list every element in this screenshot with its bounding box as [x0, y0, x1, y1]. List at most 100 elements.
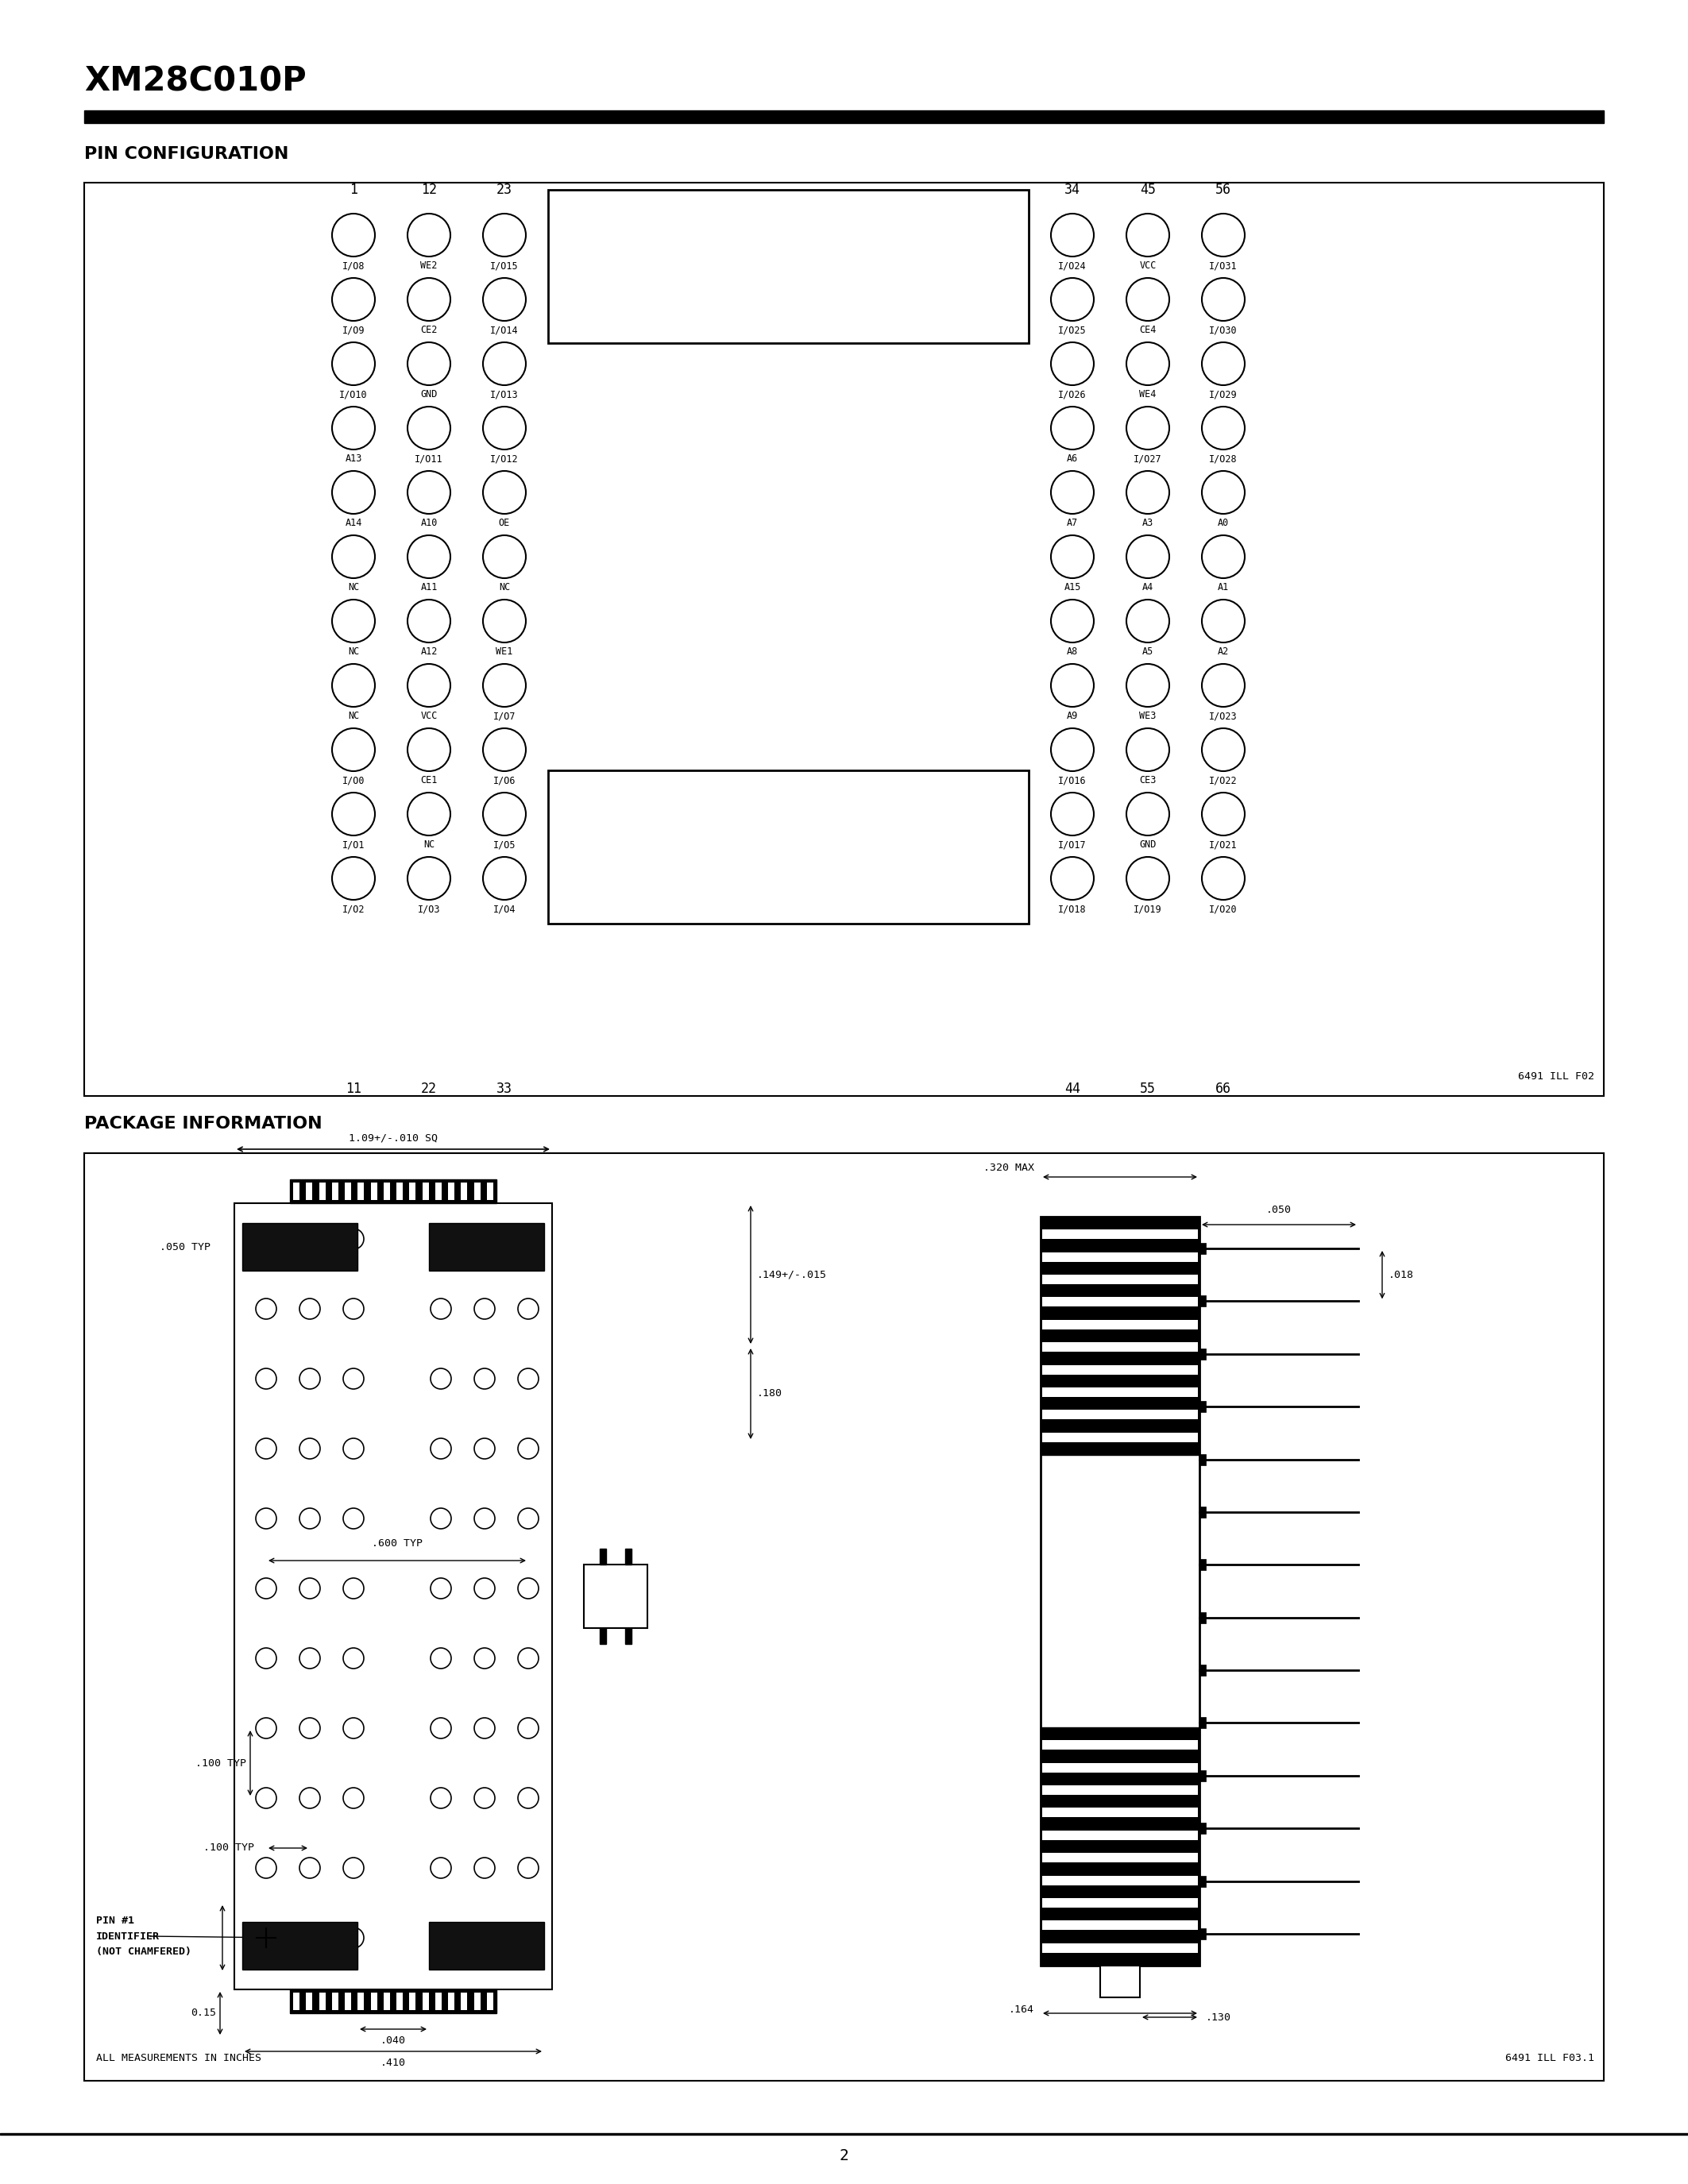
Text: 6491 ILL F03.1: 6491 ILL F03.1	[1506, 2053, 1593, 2064]
Bar	[1200, 1928, 1205, 1939]
Bar	[344, 1992, 351, 2009]
Text: I/O30: I/O30	[1209, 325, 1237, 334]
Text: I/O20: I/O20	[1209, 904, 1237, 915]
Text: I/O25: I/O25	[1058, 325, 1087, 334]
Text: I/O6: I/O6	[493, 775, 517, 786]
Bar	[290, 1179, 496, 1203]
Text: I/O4: I/O4	[493, 904, 517, 915]
Text: ALL MEASUREMENTS IN INCHES: ALL MEASUREMENTS IN INCHES	[96, 2053, 262, 2064]
Bar	[1040, 1216, 1200, 1455]
Text: 2: 2	[839, 2147, 849, 2162]
Text: 6491 ILL F02: 6491 ILL F02	[1518, 1072, 1593, 1081]
Text: 45: 45	[1139, 183, 1156, 197]
Text: .040: .040	[380, 2035, 405, 2046]
Text: I/O27: I/O27	[1134, 454, 1161, 463]
Text: I/O3: I/O3	[417, 904, 441, 915]
Text: GND: GND	[1139, 839, 1156, 850]
Text: I/O17: I/O17	[1058, 839, 1087, 850]
Bar	[549, 190, 1028, 343]
Text: A7: A7	[1067, 518, 1079, 529]
Text: CE3: CE3	[1139, 775, 1156, 786]
Text: XM28C010P: XM28C010P	[84, 63, 307, 98]
Bar	[1041, 1319, 1198, 1330]
Bar	[1200, 1876, 1205, 1887]
Text: .180: .180	[756, 1389, 783, 1400]
Bar	[1200, 1717, 1205, 1728]
Bar	[1041, 1852, 1198, 1863]
Bar	[358, 1992, 365, 2009]
Bar	[371, 1992, 376, 2009]
Text: I/O9: I/O9	[343, 325, 365, 334]
Bar	[1041, 1343, 1198, 1352]
Text: I/O8: I/O8	[343, 260, 365, 271]
Text: I/O19: I/O19	[1134, 904, 1161, 915]
Bar	[447, 1182, 454, 1199]
Text: 12: 12	[420, 183, 437, 197]
Text: A4: A4	[1143, 583, 1153, 592]
Bar	[84, 111, 1604, 122]
Bar	[1041, 1251, 1198, 1262]
Text: .149+/-.015: .149+/-.015	[756, 1269, 827, 1280]
Text: I/O15: I/O15	[490, 260, 518, 271]
Text: CE1: CE1	[420, 775, 437, 786]
Text: PIN #1: PIN #1	[96, 1915, 135, 1926]
Bar	[1101, 1966, 1139, 1998]
Text: A0: A0	[1217, 518, 1229, 529]
Bar	[333, 1182, 338, 1199]
Bar	[1041, 1920, 1198, 1931]
Bar	[408, 1992, 415, 2009]
Text: A15: A15	[1063, 583, 1080, 592]
Text: I/O2: I/O2	[343, 904, 365, 915]
Bar	[1200, 1243, 1205, 1254]
Bar	[1200, 1559, 1205, 1570]
Text: WE3: WE3	[1139, 710, 1156, 721]
Bar	[422, 1182, 429, 1199]
Text: I/O28: I/O28	[1209, 454, 1237, 463]
Text: 33: 33	[496, 1081, 513, 1096]
Text: .164: .164	[1009, 2005, 1035, 2014]
Text: A9: A9	[1067, 710, 1079, 721]
Bar	[383, 1182, 390, 1199]
Text: I/O0: I/O0	[343, 775, 365, 786]
Text: VCC: VCC	[1139, 260, 1156, 271]
Text: 1.09+/-.010 SQ: 1.09+/-.010 SQ	[349, 1133, 437, 1142]
Text: .018: .018	[1389, 1269, 1415, 1280]
Bar	[1041, 1275, 1198, 1284]
Text: I/O22: I/O22	[1209, 775, 1237, 786]
Bar	[1041, 1830, 1198, 1839]
Bar	[461, 1992, 468, 2009]
Text: A1: A1	[1217, 583, 1229, 592]
Bar	[235, 1203, 552, 1990]
Bar	[1041, 1898, 1198, 1907]
Text: 0.15: 0.15	[191, 2007, 216, 2018]
Text: NC: NC	[498, 583, 510, 592]
Text: .100 TYP: .100 TYP	[203, 1843, 255, 1854]
Bar	[294, 1182, 300, 1199]
Bar	[1041, 1297, 1198, 1306]
Bar	[1041, 1433, 1198, 1441]
Text: I/O7: I/O7	[493, 710, 517, 721]
Text: I/O23: I/O23	[1209, 710, 1237, 721]
Text: A2: A2	[1217, 646, 1229, 657]
Bar	[422, 1992, 429, 2009]
Bar	[84, 183, 1604, 1096]
Bar	[486, 1182, 493, 1199]
Bar	[436, 1182, 442, 1199]
Bar	[408, 1182, 415, 1199]
Text: NC: NC	[348, 646, 360, 657]
Bar	[1041, 1808, 1198, 1817]
Text: A8: A8	[1067, 646, 1079, 657]
Bar	[1041, 1230, 1198, 1238]
Text: VCC: VCC	[420, 710, 437, 721]
Bar	[243, 1223, 358, 1271]
Text: I/O11: I/O11	[415, 454, 442, 463]
Text: I/O12: I/O12	[490, 454, 518, 463]
Bar	[1200, 1824, 1205, 1835]
Bar	[1041, 1411, 1198, 1420]
Bar	[319, 1992, 326, 2009]
Bar	[333, 1992, 338, 2009]
Text: A13: A13	[344, 454, 361, 463]
Bar	[1040, 1728, 1200, 1966]
Text: I/O1: I/O1	[343, 839, 365, 850]
Text: 23: 23	[496, 183, 513, 197]
